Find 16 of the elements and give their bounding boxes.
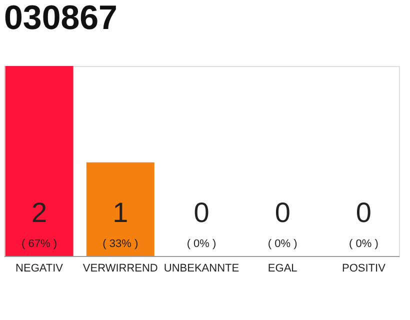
annotation: 0 bbox=[194, 197, 210, 228]
data-label: ( 33% ) bbox=[102, 238, 138, 250]
annotation: 2 bbox=[31, 197, 48, 228]
x-tick-label: UNBEKANNTE bbox=[164, 262, 240, 274]
data-label: ( 67% ) bbox=[22, 238, 58, 250]
data-label: ( 0% ) bbox=[186, 238, 216, 250]
data-label: ( 0% ) bbox=[268, 238, 298, 250]
annotation: 1 bbox=[112, 197, 128, 228]
annotation: 0 bbox=[274, 197, 290, 228]
data-label: ( 0% ) bbox=[349, 238, 378, 250]
annotation: 0 bbox=[356, 197, 372, 228]
x-tick-label: NEGATIV bbox=[16, 262, 64, 274]
x-tick-label: POSITIV bbox=[342, 262, 386, 274]
x-tick-label: EGAL bbox=[268, 262, 298, 274]
chart-title: 030867 bbox=[4, 0, 118, 37]
x-tick-label: VERWIRREND bbox=[82, 262, 158, 274]
